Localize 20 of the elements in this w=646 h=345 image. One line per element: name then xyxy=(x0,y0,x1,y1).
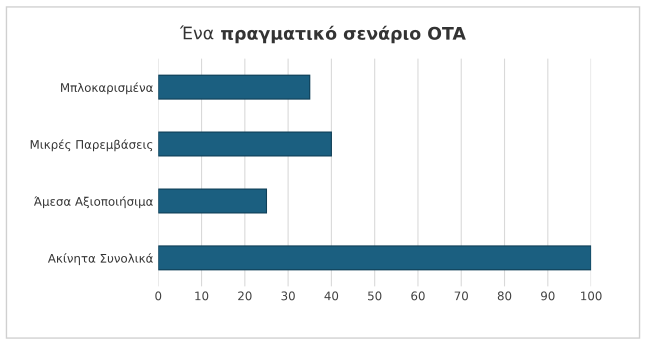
x-tick-label: 90 xyxy=(541,291,555,300)
x-tick-label: 40 xyxy=(324,291,338,300)
x-tick-label: 10 xyxy=(195,291,208,300)
y-tick-label: Άμεσα Αξιοποιήσιμα xyxy=(34,196,153,208)
x-tick-label: 20 xyxy=(238,291,252,300)
bar xyxy=(158,132,332,157)
chart-title: Ένα πραγματικό σενάριο OTA xyxy=(180,25,466,44)
x-tick-label: 30 xyxy=(282,291,295,300)
x-tick-label: 100 xyxy=(581,291,602,300)
y-tick-label: Ακίνητα Συνολικά xyxy=(48,253,153,266)
x-tick-label: 80 xyxy=(498,291,512,300)
x-tick-label: 50 xyxy=(368,291,382,300)
y-tick-label: Μικρές Παρεμβάσεις xyxy=(30,139,152,152)
x-tick-label: 70 xyxy=(454,291,468,300)
bar xyxy=(158,188,268,214)
bar xyxy=(158,74,310,100)
x-tick-label: 60 xyxy=(411,291,425,300)
x-tick-label: 0 xyxy=(155,291,162,300)
bar xyxy=(158,245,592,270)
y-tick-label: Μπλοκαρισμένα xyxy=(61,82,153,94)
